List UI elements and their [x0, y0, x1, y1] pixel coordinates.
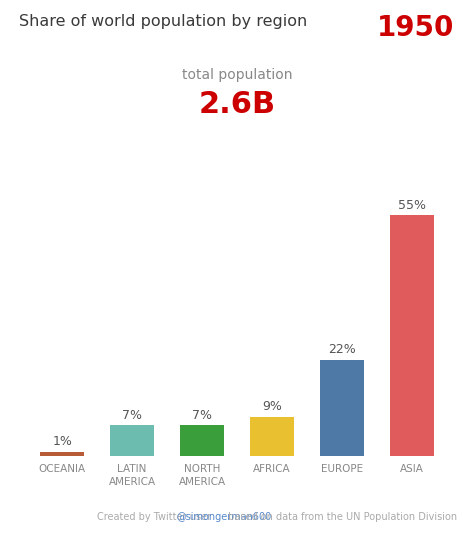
Text: 22%: 22%	[328, 343, 356, 356]
Bar	[40, 452, 84, 456]
Bar	[320, 360, 364, 456]
Text: @simongerman600: @simongerman600	[176, 513, 271, 522]
Bar	[390, 215, 434, 456]
Bar	[250, 416, 294, 456]
Text: total population: total population	[182, 68, 292, 82]
Text: 7%: 7%	[122, 409, 142, 422]
Text: based on data from the UN Population Division: based on data from the UN Population Div…	[226, 513, 457, 522]
Text: 2.6B: 2.6B	[199, 90, 275, 118]
Bar	[110, 426, 154, 456]
Text: 7%: 7%	[192, 409, 212, 422]
Text: Share of world population by region: Share of world population by region	[19, 14, 307, 29]
Text: 55%: 55%	[398, 199, 426, 212]
Text: 1950: 1950	[377, 14, 454, 42]
Text: 9%: 9%	[262, 400, 282, 413]
Text: 1%: 1%	[52, 435, 72, 448]
Bar	[180, 426, 224, 456]
Text: Created by Twitter user: Created by Twitter user	[97, 513, 214, 522]
